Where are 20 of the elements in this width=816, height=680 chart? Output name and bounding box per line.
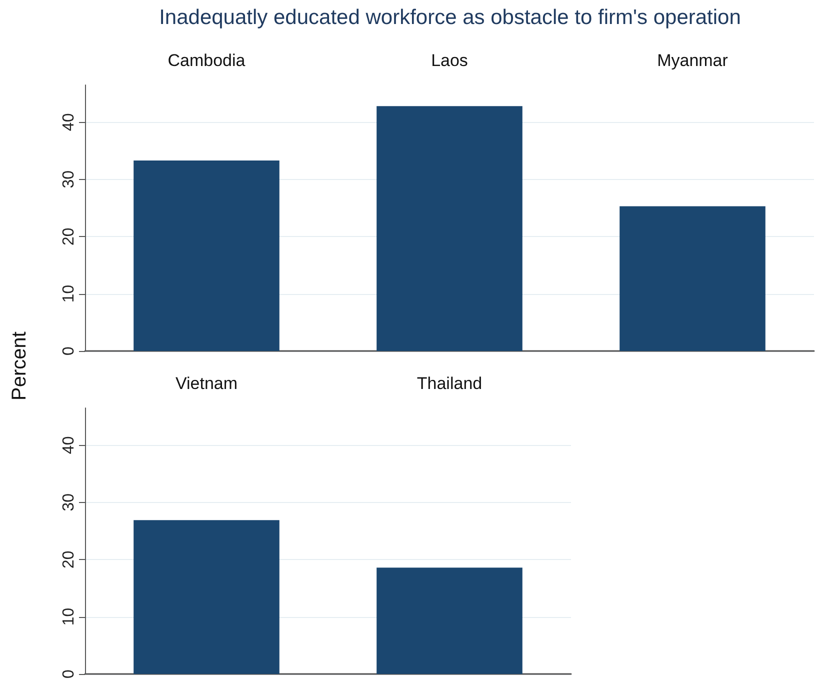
x-tick-label: Vietnam [175, 374, 238, 393]
bar [376, 106, 522, 351]
bar [134, 160, 280, 351]
y-tick-label: 30 [60, 493, 78, 512]
y-tick-label: 20 [60, 550, 78, 568]
text: Inadequatly educated workforce as obstacle to firm's operation [158, 6, 742, 30]
y-tick-label: 30 [60, 170, 78, 188]
y-tick-label: 0 [60, 346, 78, 356]
y-tick-label: 40 [60, 436, 78, 454]
x-tick-label: Cambodia [168, 51, 246, 70]
y-tick-label: 0 [60, 669, 78, 678]
y-axis-title: Percent [8, 332, 32, 400]
x-tick-label: Thailand [416, 374, 482, 393]
bar [620, 206, 766, 351]
y-tick-label: 40 [60, 113, 78, 132]
y-tick-label: 20 [60, 228, 78, 246]
y-tick-label: 10 [60, 284, 78, 303]
y-tick-label: 10 [60, 608, 78, 626]
x-tick-label: Myanmar [657, 51, 728, 70]
x-tick-label: Laos [431, 51, 468, 70]
